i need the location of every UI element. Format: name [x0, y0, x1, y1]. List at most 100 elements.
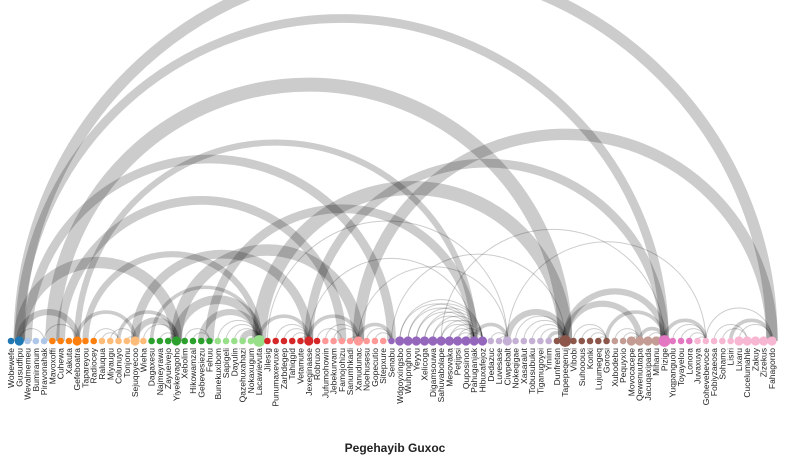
link-arc-7: [82, 251, 263, 342]
node-70: [586, 337, 594, 345]
node-21: [181, 337, 189, 345]
node-label-54: Petjipsi: [453, 348, 463, 376]
link-arc-49: [432, 319, 475, 342]
node-label-60: Ciwpebalt: [502, 347, 512, 385]
node-87: [727, 337, 734, 345]
node-label-32: Punumaxevuxe: [271, 348, 281, 407]
node-35: [297, 337, 304, 345]
node-label-4: Piravonahak: [39, 347, 49, 395]
node-29: [247, 337, 255, 345]
node-13: [115, 337, 122, 345]
node-label-64: Tiganugoyei: [535, 348, 545, 394]
node-label-5: Mavoxoffi: [47, 348, 57, 384]
link-arc-26: [356, 322, 394, 342]
node-45: [379, 337, 387, 345]
node-34: [288, 337, 296, 345]
node-label-10: Radiocey: [89, 347, 99, 383]
node-78: [651, 336, 661, 346]
node-6: [57, 337, 64, 345]
node-68: [570, 337, 577, 345]
node-label-37: Robruxo: [312, 348, 322, 380]
node-14: [123, 337, 131, 345]
node-label-15: Sejuqoyecoo: [130, 348, 140, 397]
node-36: [304, 336, 314, 346]
node-23: [197, 337, 205, 345]
link-arc-106: [713, 323, 748, 342]
node-label-67: Tapepeqenuj: [560, 348, 570, 397]
link-arc-39: [391, 253, 566, 342]
node-label-72: Gorosi: [602, 348, 612, 373]
node-label-56: Pahuganjak: [469, 347, 479, 393]
link-arc-40: [506, 241, 707, 342]
node-48: [403, 336, 413, 346]
node-58: [487, 337, 495, 345]
link-arc-23: [283, 328, 310, 342]
link-arc-43: [266, 220, 508, 342]
node-33: [280, 337, 288, 345]
link-arc-55: [407, 303, 483, 342]
node-53: [444, 336, 455, 346]
link-arc-15: [16, 309, 81, 342]
link-arc-9: [170, 244, 365, 342]
node-label-74: Pequyxio: [618, 348, 628, 383]
link-arc-8: [130, 249, 314, 342]
node-18: [156, 337, 164, 345]
link-arc-84: [366, 328, 392, 342]
node-label-90: Zakuy: [750, 347, 760, 371]
node-label-36: Jexeginaase: [304, 348, 314, 396]
node-label-59: Luvesase: [494, 348, 504, 385]
node-30: [253, 335, 266, 347]
node-5: [49, 337, 56, 345]
node-43: [363, 337, 370, 345]
node-label-24: Fehuu: [205, 348, 215, 372]
node-41: [346, 337, 354, 345]
node-label-6: Cuhewa: [56, 348, 66, 379]
link-arc-50: [440, 323, 475, 342]
node-label-14: Tonjonu: [122, 348, 132, 378]
node-label-39: Jebekurvam: [329, 348, 339, 394]
node-label-48: Wuhpnghon: [403, 348, 413, 394]
node-84: [702, 337, 710, 345]
node-31: [264, 337, 271, 345]
node-61: [512, 337, 519, 345]
node-label-41: Sanumhkadi: [345, 348, 355, 395]
node-40: [338, 337, 346, 345]
node-label-76: Qewenuutapa: [635, 348, 645, 401]
link-arc-57: [424, 311, 483, 342]
link-arc-94: [581, 328, 608, 342]
link-arc-34: [662, 318, 708, 342]
node-92: [767, 336, 777, 346]
node-label-68: Vibobi: [568, 348, 578, 372]
node-label-73: Xubodebu: [610, 348, 620, 387]
link-arc-28: [504, 309, 569, 342]
node-label-51: Digamsouwa: [428, 348, 438, 397]
link-arc-65: [93, 328, 120, 342]
link-arc-72: [184, 328, 211, 342]
node-49: [411, 336, 421, 346]
link-arc-102: [672, 323, 707, 342]
link-arc-10: [205, 204, 479, 342]
link-arc-45: [399, 303, 475, 342]
node-label-71: Lujumegeq: [593, 348, 603, 390]
node-59: [495, 337, 503, 345]
node-12: [106, 337, 114, 345]
node-46: [388, 337, 395, 345]
node-62: [520, 337, 528, 345]
link-arc-54: [399, 299, 483, 342]
node-label-26: Sapigeli: [221, 348, 231, 378]
link-arc-2: [45, 77, 573, 342]
node-label-79: Pizige: [659, 348, 669, 371]
link-arc-18: [116, 310, 179, 342]
node-74: [619, 337, 627, 345]
node-label-31: Jilesig: [262, 348, 272, 372]
link-arc-4: [23, 154, 396, 342]
node-label-42: Xanudunac: [353, 347, 363, 391]
node-label-8: Gefeboatra: [72, 348, 82, 391]
node-20: [171, 336, 182, 346]
node-label-9: Tapareyou: [80, 348, 90, 388]
node-label-89: Cucelumahle: [742, 348, 752, 398]
node-label-21: Xebolim: [180, 348, 190, 379]
node-label-52: Sahuvabolape: [436, 348, 446, 403]
node-label-61: Nokeqigae: [511, 348, 521, 389]
node-63: [528, 337, 536, 345]
